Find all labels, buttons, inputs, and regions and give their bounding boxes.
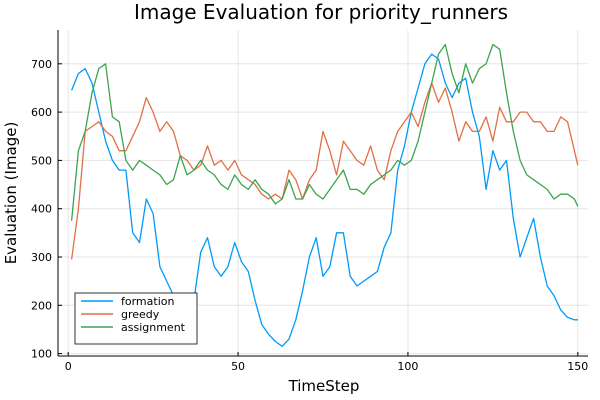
- ticks: 0 50 100 150 100 200 300 400 500 600 700: [31, 58, 588, 373]
- y-tick-label: 700: [31, 58, 52, 71]
- x-tick-label: 150: [567, 360, 588, 373]
- y-tick-label: 500: [31, 154, 52, 167]
- y-tick-label: 200: [31, 299, 52, 312]
- x-tick-label: 50: [231, 360, 245, 373]
- y-tick-label: 600: [31, 106, 52, 119]
- y-tick-label: 100: [31, 348, 52, 361]
- y-tick-label: 300: [31, 251, 52, 264]
- series-lines: [70, 43, 579, 347]
- series-line-greedy: [70, 82, 579, 260]
- y-axis-label: Evaluation (Image): [2, 122, 20, 265]
- x-tick-label: 100: [397, 360, 418, 373]
- series-line-formation: [70, 53, 578, 347]
- x-tick-label: 0: [65, 360, 72, 373]
- chart-title: Image Evaluation for priority_runners: [134, 0, 508, 24]
- legend-label-greedy: greedy: [121, 308, 160, 321]
- axes: [57, 30, 588, 357]
- y-tick-label: 400: [31, 203, 52, 216]
- x-axis-label: TimeStep: [288, 377, 360, 395]
- series-line-assignment: [70, 43, 579, 221]
- legend-label-formation: formation: [121, 295, 174, 308]
- legend-label-assignment: assignment: [121, 321, 186, 334]
